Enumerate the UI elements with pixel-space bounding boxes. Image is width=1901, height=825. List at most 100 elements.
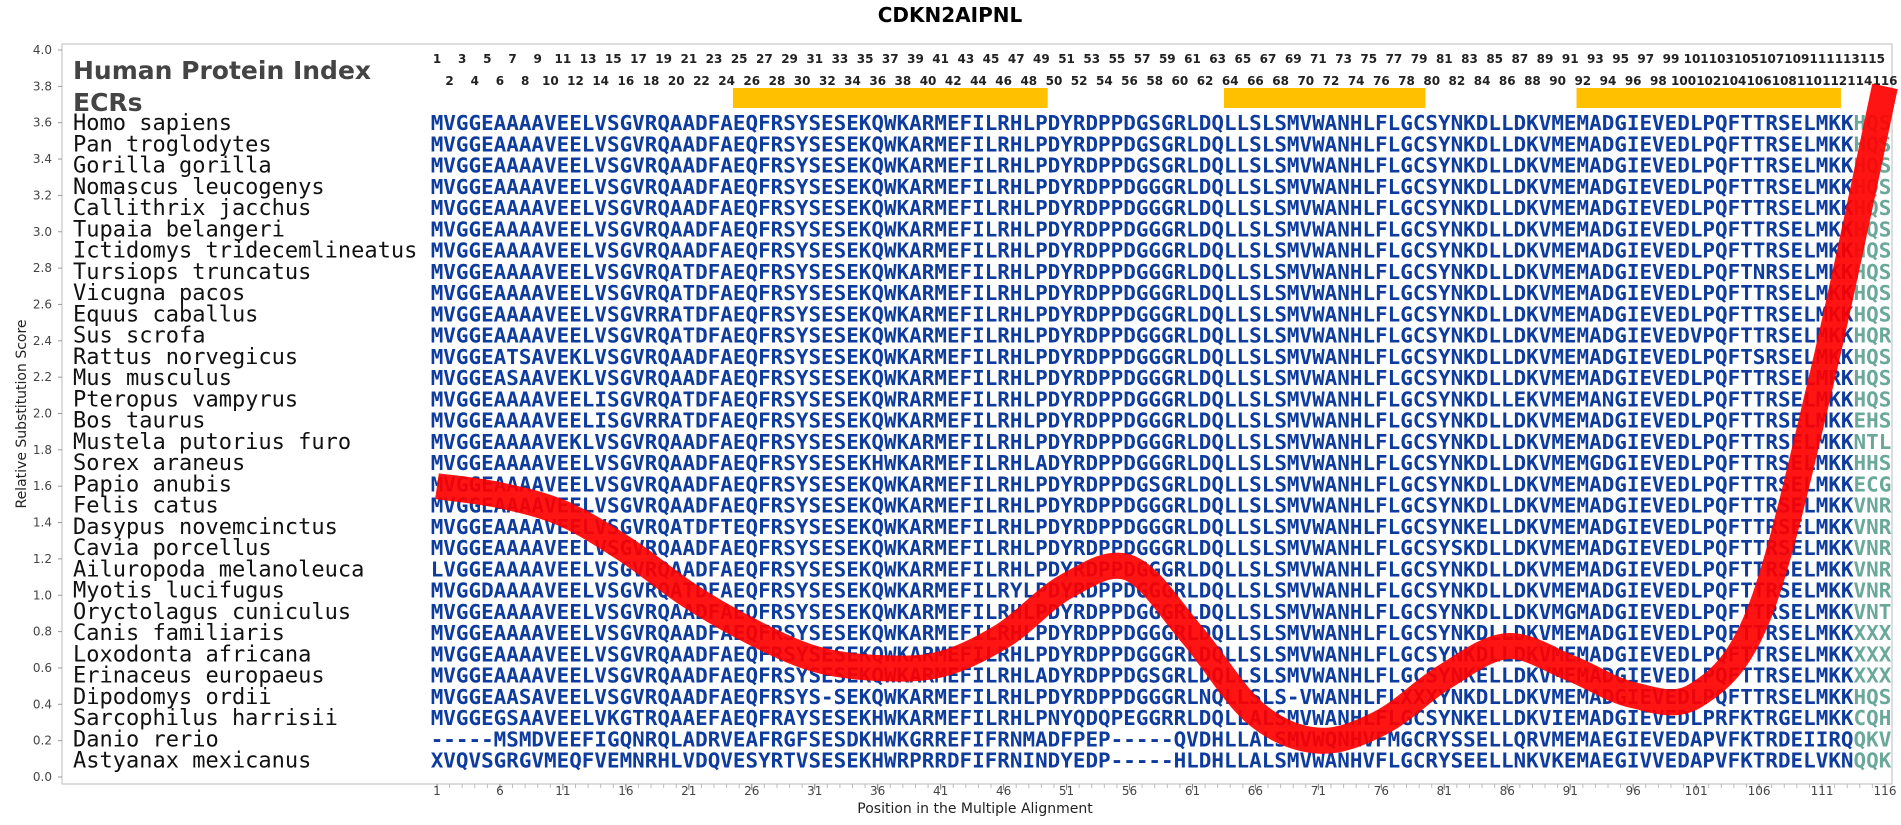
protein-index-number: 80 bbox=[1423, 74, 1440, 88]
protein-index-number: 25 bbox=[731, 52, 748, 66]
alignment-sequence: MVGGEAAAAVEELVSGVRQAADFAEQFRSYSESEKQWKAR… bbox=[431, 111, 1854, 135]
species-label: Astyanax mexicanus bbox=[73, 749, 311, 774]
alignment-sequence: -----MSMDVEEFIGQNRQLADRVEAFRGFSESDKHWKGR… bbox=[431, 727, 1854, 751]
x-tick-label: 51 bbox=[1059, 784, 1074, 798]
alignment-sequence: MVGGEAAAAVEELISGVRRATDFAEQFRSYSESEKQWKAR… bbox=[431, 409, 1854, 433]
alignment-sequence: MVGGEAAAAVEELVSGVRQAADFAEQFRSYSESEKQWKAR… bbox=[431, 600, 1854, 624]
x-axis: 1 6 11 16 21 26 31 36 41 46 51 56 61 66 71 76 81 86 91 96 10… bbox=[433, 784, 1896, 798]
y-tick-label: 1.6 bbox=[33, 479, 52, 493]
x-tick-label: 111 bbox=[1811, 784, 1834, 798]
species-label: Danio rerio bbox=[73, 727, 219, 752]
protein-index-number: 26 bbox=[743, 74, 760, 88]
alignment-tail: QQK bbox=[1854, 749, 1892, 773]
protein-index-number: 16 bbox=[618, 74, 635, 88]
alignment-sequence: XVQVSGRGVMEQFVEMNRHLVDQVESYRTVSESEKHWRPR… bbox=[431, 749, 1854, 773]
protein-index-number: 107 bbox=[1759, 52, 1784, 66]
alignment-sequence: MVGGEATSAVEKLVSGVRQAADFAEQFRSYSESEKQWKAR… bbox=[431, 345, 1854, 369]
protein-index-number: 38 bbox=[895, 74, 912, 88]
protein-index-number: 92 bbox=[1574, 74, 1591, 88]
protein-index-number: 21 bbox=[680, 52, 697, 66]
protein-index-number: 101 bbox=[1684, 52, 1709, 66]
protein-index-number: 57 bbox=[1134, 52, 1151, 66]
x-tick-label: 36 bbox=[870, 784, 885, 798]
species-label: Vicugna pacos bbox=[73, 281, 245, 306]
protein-index-number: 73 bbox=[1335, 52, 1352, 66]
y-tick-label: 1.8 bbox=[33, 443, 52, 457]
protein-index-number: 41 bbox=[932, 52, 949, 66]
protein-index-number: 42 bbox=[945, 74, 962, 88]
alignment-tail: VNR bbox=[1854, 515, 1893, 539]
protein-index-number: 13 bbox=[580, 52, 597, 66]
species-label: Sorex araneus bbox=[73, 451, 245, 476]
y-tick-label: 2.8 bbox=[33, 261, 52, 275]
protein-index-number: 5 bbox=[483, 52, 491, 66]
alignment-tail: HQS bbox=[1854, 387, 1892, 411]
protein-index-number: 111 bbox=[1810, 52, 1835, 66]
score-line bbox=[435, 83, 1898, 754]
protein-index-number: 104 bbox=[1721, 74, 1746, 88]
protein-index-number: 89 bbox=[1537, 52, 1554, 66]
species-label: Gorilla gorilla bbox=[73, 154, 272, 179]
y-tick-label: 3.2 bbox=[33, 188, 52, 202]
protein-index-number: 109 bbox=[1784, 52, 1809, 66]
ecr-bars bbox=[732, 88, 1841, 108]
protein-index-number: 114 bbox=[1847, 74, 1872, 88]
species-label: Loxodonta africana bbox=[73, 642, 311, 667]
protein-index-number: 37 bbox=[882, 52, 899, 66]
species-label: Ictidomys tridecemlineatus bbox=[73, 239, 417, 264]
species-label: Mustela putorius furo bbox=[73, 430, 351, 455]
protein-index-number: 105 bbox=[1734, 52, 1759, 66]
protein-index-number: 77 bbox=[1386, 52, 1403, 66]
protein-index-number: 84 bbox=[1474, 74, 1491, 88]
alignment-tail: VNR bbox=[1854, 557, 1893, 581]
alignment-sequence: MVGGEAAAAVEELVSGVRQAADFAEQFRSYSESEKQWKAR… bbox=[431, 472, 1854, 496]
protein-index-number: 110 bbox=[1797, 74, 1822, 88]
protein-index-number: 53 bbox=[1083, 52, 1100, 66]
protein-index-number: 3 bbox=[458, 52, 466, 66]
protein-index-number: 10 bbox=[542, 74, 559, 88]
protein-index-number: 11 bbox=[555, 52, 572, 66]
protein-index-number: 68 bbox=[1272, 74, 1289, 88]
alignment-tail: NTL bbox=[1854, 430, 1892, 454]
species-label: Ailuropoda melanoleuca bbox=[73, 557, 364, 582]
x-tick-label: 101 bbox=[1685, 784, 1708, 798]
alignment-tail: XXX bbox=[1854, 621, 1892, 645]
protein-index-number: 65 bbox=[1234, 52, 1251, 66]
protein-index-number: 40 bbox=[920, 74, 937, 88]
species-label: Nomascus leucogenys bbox=[73, 175, 325, 200]
alignment-tail: XXX bbox=[1854, 664, 1892, 688]
y-tick-label: 0.0 bbox=[33, 770, 52, 784]
protein-index-number: 23 bbox=[706, 52, 723, 66]
protein-index-number: 106 bbox=[1747, 74, 1772, 88]
protein-index-number: 62 bbox=[1197, 74, 1214, 88]
protein-index-number: 66 bbox=[1247, 74, 1264, 88]
alignment-sequence: MVGGEAAAAVEELVSGVRQAADFAEQFRSYSESEKQWKAR… bbox=[431, 494, 1854, 518]
alignment-sequence: MVGGEAAAAVEELVSGVRQAADFAEQFRSYSESEKQWKAR… bbox=[431, 175, 1854, 199]
species-label: Rattus norvegicus bbox=[73, 345, 298, 370]
y-tick-label: 3.6 bbox=[33, 116, 52, 130]
species-label: Callithrix jacchus bbox=[73, 196, 311, 221]
protein-index-number: 32 bbox=[819, 74, 836, 88]
protein-index-number: 102 bbox=[1696, 74, 1721, 88]
alignment-sequence: MVGGEAAAAVEELVSGVRQAADFAEQFRSYSESEKQWKAR… bbox=[431, 642, 1854, 666]
protein-index-number: 45 bbox=[983, 52, 1000, 66]
protein-index-number: 87 bbox=[1512, 52, 1529, 66]
x-tick-label: 46 bbox=[996, 784, 1011, 798]
protein-index-number: 86 bbox=[1499, 74, 1516, 88]
protein-index-number: 63 bbox=[1209, 52, 1226, 66]
protein-index-number: 20 bbox=[668, 74, 685, 88]
species-label: Sarcophilus harrisii bbox=[73, 706, 338, 731]
protein-index-number: 115 bbox=[1860, 52, 1885, 66]
y-tick-label: 4.0 bbox=[33, 43, 52, 57]
x-axis-label: Position in the Multiple Alignment bbox=[857, 801, 1093, 817]
species-label: Mus musculus bbox=[73, 366, 232, 391]
protein-index-number: 14 bbox=[592, 74, 609, 88]
protein-index-number: 22 bbox=[693, 74, 710, 88]
alignment-tail: HQS bbox=[1854, 366, 1892, 390]
alignment-sequence: MVGGEAAAAVEELVSGVRQAADFAEQFRSYSESEKQWKAR… bbox=[431, 132, 1854, 156]
alignment-sequence: MVGGEAAAAVEELVSGVRQAADFAEQFRSYSESEKQWKAR… bbox=[431, 621, 1854, 645]
x-tick-label: 106 bbox=[1748, 784, 1771, 798]
protein-index-number: 49 bbox=[1033, 52, 1050, 66]
protein-index-number: 95 bbox=[1612, 52, 1629, 66]
